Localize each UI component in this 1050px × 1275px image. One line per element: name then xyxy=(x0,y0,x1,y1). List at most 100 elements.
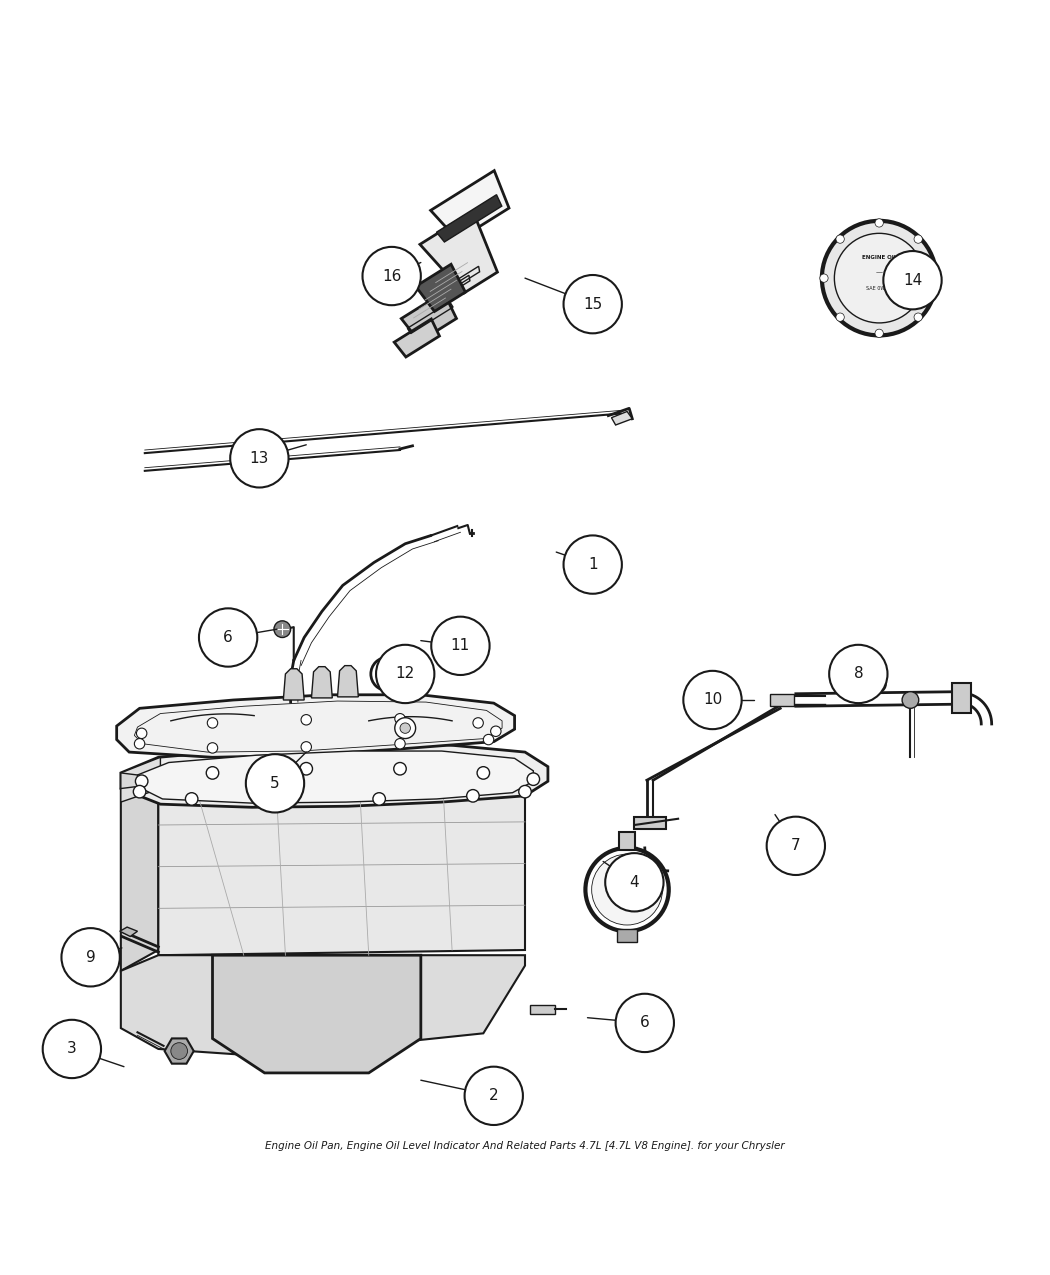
Polygon shape xyxy=(117,695,514,757)
Circle shape xyxy=(586,848,669,931)
Circle shape xyxy=(883,251,942,310)
Circle shape xyxy=(830,645,887,703)
Circle shape xyxy=(171,1043,188,1060)
Circle shape xyxy=(43,1020,101,1079)
Circle shape xyxy=(466,789,479,802)
Circle shape xyxy=(400,723,411,733)
Text: 2: 2 xyxy=(489,1089,499,1103)
Text: 6: 6 xyxy=(224,630,233,645)
Polygon shape xyxy=(138,751,533,803)
Circle shape xyxy=(135,775,148,788)
Circle shape xyxy=(915,235,922,244)
Circle shape xyxy=(207,743,217,754)
Text: 3: 3 xyxy=(67,1042,77,1057)
Polygon shape xyxy=(611,412,632,425)
Circle shape xyxy=(300,762,313,775)
Circle shape xyxy=(591,854,663,924)
Text: 14: 14 xyxy=(903,273,922,288)
Polygon shape xyxy=(618,833,635,850)
Text: Engine Oil Pan, Engine Oil Level Indicator And Related Parts 4.7L [4.7L V8 Engin: Engine Oil Pan, Engine Oil Level Indicat… xyxy=(266,1141,784,1151)
Polygon shape xyxy=(121,775,159,970)
Circle shape xyxy=(564,536,622,594)
Circle shape xyxy=(380,667,395,681)
Text: —: — xyxy=(876,269,883,275)
Circle shape xyxy=(206,766,218,779)
Circle shape xyxy=(464,1067,523,1125)
Text: 15: 15 xyxy=(583,297,603,311)
Circle shape xyxy=(301,714,312,725)
Polygon shape xyxy=(159,768,525,955)
Polygon shape xyxy=(616,929,637,942)
Polygon shape xyxy=(952,683,971,713)
Text: SAE 0W-20: SAE 0W-20 xyxy=(865,286,892,291)
Text: 11: 11 xyxy=(450,639,470,653)
Circle shape xyxy=(207,718,217,728)
Circle shape xyxy=(186,793,197,806)
Polygon shape xyxy=(121,773,138,788)
Circle shape xyxy=(274,621,291,638)
Circle shape xyxy=(371,658,404,691)
Circle shape xyxy=(930,274,939,282)
Circle shape xyxy=(836,235,844,244)
Polygon shape xyxy=(212,955,421,1074)
Circle shape xyxy=(766,817,825,875)
Text: ENGINE OIL: ENGINE OIL xyxy=(862,255,897,260)
Circle shape xyxy=(362,247,421,305)
Circle shape xyxy=(136,728,147,738)
Circle shape xyxy=(472,718,483,728)
Circle shape xyxy=(684,671,741,729)
Polygon shape xyxy=(312,667,332,697)
Text: 1: 1 xyxy=(588,557,597,572)
Circle shape xyxy=(605,853,664,912)
Text: 5: 5 xyxy=(270,775,279,790)
Text: 4: 4 xyxy=(630,875,639,890)
Text: 7: 7 xyxy=(791,839,801,853)
Circle shape xyxy=(246,755,304,812)
Polygon shape xyxy=(284,669,304,700)
Circle shape xyxy=(915,312,922,321)
Circle shape xyxy=(279,794,292,807)
Polygon shape xyxy=(437,195,502,242)
Circle shape xyxy=(483,734,493,745)
Circle shape xyxy=(230,430,289,487)
Polygon shape xyxy=(416,264,465,311)
Circle shape xyxy=(820,274,828,282)
Text: 13: 13 xyxy=(250,451,269,465)
Circle shape xyxy=(395,738,405,748)
Circle shape xyxy=(134,738,145,748)
Circle shape xyxy=(902,691,919,709)
Circle shape xyxy=(615,993,674,1052)
Circle shape xyxy=(519,785,531,798)
Polygon shape xyxy=(430,171,509,240)
Circle shape xyxy=(490,725,501,737)
Ellipse shape xyxy=(853,674,885,695)
Circle shape xyxy=(373,793,385,806)
Circle shape xyxy=(198,608,257,667)
Text: 8: 8 xyxy=(854,667,863,681)
Text: 6: 6 xyxy=(639,1015,650,1030)
Circle shape xyxy=(875,219,883,227)
Circle shape xyxy=(394,762,406,775)
Polygon shape xyxy=(394,319,440,357)
Circle shape xyxy=(133,785,146,798)
Text: 9: 9 xyxy=(86,950,96,965)
Circle shape xyxy=(376,645,435,703)
Polygon shape xyxy=(165,1038,194,1063)
Polygon shape xyxy=(121,955,525,1056)
Circle shape xyxy=(564,275,622,333)
Circle shape xyxy=(432,617,489,674)
Text: 10: 10 xyxy=(702,692,722,708)
Circle shape xyxy=(395,714,405,724)
Polygon shape xyxy=(530,1005,555,1014)
Polygon shape xyxy=(420,212,498,293)
Circle shape xyxy=(822,221,937,335)
Polygon shape xyxy=(121,757,161,802)
Polygon shape xyxy=(121,745,548,807)
Text: 16: 16 xyxy=(382,269,401,283)
Ellipse shape xyxy=(860,680,877,690)
Polygon shape xyxy=(770,694,794,706)
Circle shape xyxy=(527,773,540,785)
Circle shape xyxy=(301,742,312,752)
Circle shape xyxy=(477,766,489,779)
Circle shape xyxy=(62,928,120,987)
